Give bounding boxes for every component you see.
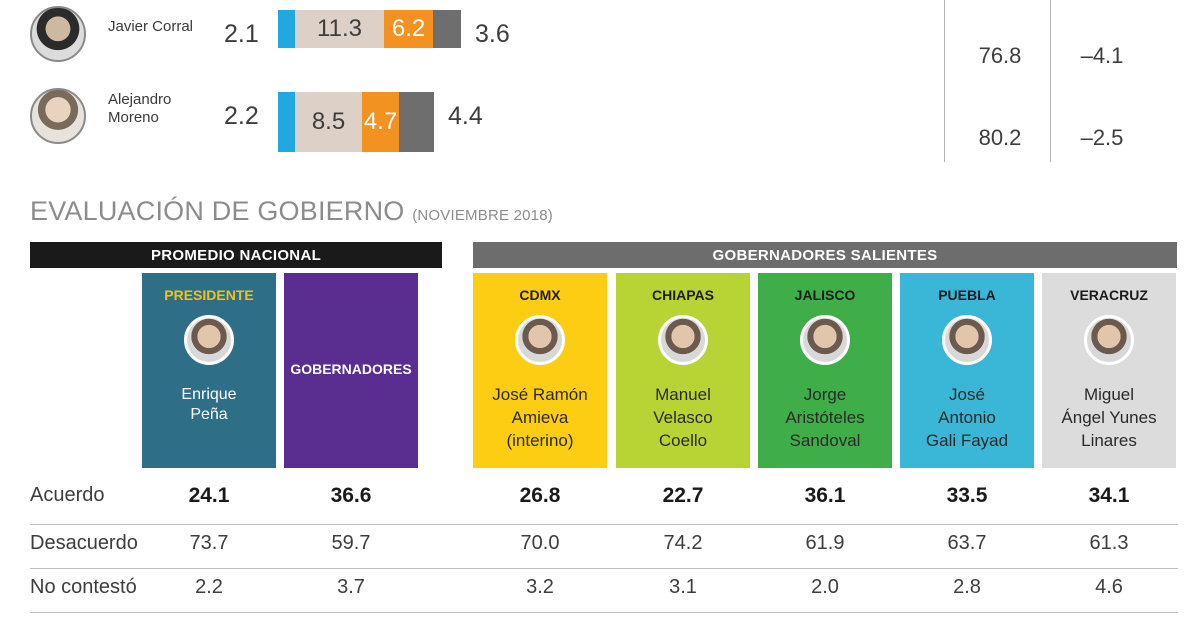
header-promedio-nacional: PROMEDIO NACIONAL bbox=[30, 242, 442, 268]
table-cell: 2.8 bbox=[953, 576, 981, 598]
avatar-1 bbox=[30, 88, 86, 144]
person-name: Javier Corral bbox=[108, 18, 194, 35]
table-cell: 3.7 bbox=[337, 576, 365, 598]
column-divider-right bbox=[1050, 0, 1051, 162]
card-person-name: José Ramón Amieva (interino) bbox=[492, 385, 588, 450]
section-title-date: (NOVIEMBRE 2018) bbox=[412, 207, 553, 224]
table-cell: 22.7 bbox=[662, 484, 704, 507]
bar-value-after: 4.4 bbox=[448, 102, 483, 130]
row-label: No contestó bbox=[30, 576, 137, 598]
bar-segment-orange: 4.7 bbox=[362, 92, 399, 152]
bar-segment-blue bbox=[278, 10, 295, 48]
right-value-2: –4.1 bbox=[1080, 43, 1124, 68]
card-puebla: PUEBLA José Antonio Gali Fayad bbox=[900, 273, 1034, 468]
header-gobernadores-salientes: GOBERNADORES SALIENTES bbox=[473, 242, 1177, 268]
row-label: Acuerdo bbox=[30, 484, 105, 506]
card-label: GOBERNADORES bbox=[290, 361, 412, 377]
card-label: CHIAPAS bbox=[652, 287, 714, 303]
section-title: EVALUACIÓN DE GOBIERNO (NOVIEMBRE 2018) bbox=[30, 196, 553, 227]
right-value-1: 80.2 bbox=[978, 125, 1022, 150]
portrait-avatar bbox=[658, 315, 708, 365]
right-value-1: 76.8 bbox=[978, 43, 1022, 68]
row-label: Desacuerdo bbox=[30, 532, 138, 554]
row-divider bbox=[30, 612, 1178, 613]
person-value: 2.2 bbox=[224, 102, 259, 130]
table-cell: 26.8 bbox=[519, 484, 561, 507]
table-cell: 34.1 bbox=[1088, 484, 1130, 507]
portrait-avatar bbox=[184, 315, 234, 365]
column-divider-left bbox=[944, 0, 945, 162]
card-person-name: Jorge Aristóteles Sandoval bbox=[785, 385, 865, 450]
section-title-main: EVALUACIÓN DE GOBIERNO bbox=[30, 196, 405, 226]
table-cell: 61.9 bbox=[805, 532, 845, 554]
table-cell: 3.2 bbox=[526, 576, 554, 598]
bar-segment-gray bbox=[433, 10, 461, 48]
card-gobernadores: GOBERNADORES bbox=[284, 273, 418, 468]
card-cdmx: CDMX José Ramón Amieva (interino) bbox=[473, 273, 607, 468]
portrait-avatar bbox=[800, 315, 850, 365]
table-cell: 3.1 bbox=[669, 576, 697, 598]
card-jalisco: JALISCO Jorge Aristóteles Sandoval bbox=[758, 273, 892, 468]
table-cell: 73.7 bbox=[189, 532, 229, 554]
row-divider bbox=[30, 568, 1178, 569]
table-cell: 2.0 bbox=[811, 576, 839, 598]
card-veracruz: VERACRUZ Miguel Ángel Yunes Linares bbox=[1042, 273, 1176, 468]
table-cell: 61.3 bbox=[1089, 532, 1129, 554]
card-label: PRESIDENTE bbox=[164, 287, 254, 303]
card-person-name: Enrique Peña bbox=[181, 386, 237, 423]
header-promedio-nacional-label: PROMEDIO NACIONAL bbox=[150, 246, 322, 264]
table-cell: 74.2 bbox=[663, 532, 703, 554]
table-cell: 2.2 bbox=[195, 576, 223, 598]
bar-segment-blue bbox=[278, 92, 295, 152]
portrait-avatar bbox=[1084, 315, 1134, 365]
portrait-avatar bbox=[942, 315, 992, 365]
card-label: CDMX bbox=[519, 287, 561, 303]
portrait-avatar bbox=[515, 315, 565, 365]
person-value: 2.1 bbox=[224, 20, 259, 48]
avatar-0 bbox=[30, 6, 86, 62]
table-cell: 36.6 bbox=[330, 484, 372, 507]
header-gobernadores-salientes-label: GOBERNADORES SALIENTES bbox=[712, 246, 938, 264]
bar-segment-beige: 11.3 bbox=[295, 10, 384, 48]
bar-segment-orange: 6.2 bbox=[384, 10, 433, 48]
card-person-name: José Antonio Gali Fayad bbox=[925, 385, 1009, 450]
card-chiapas: CHIAPAS Manuel Velasco Coello bbox=[616, 273, 750, 468]
card-label: VERACRUZ bbox=[1070, 287, 1148, 303]
card-person-name: Miguel Ángel Yunes Linares bbox=[1061, 385, 1157, 450]
bar-segment-gray bbox=[399, 92, 434, 152]
card-label: PUEBLA bbox=[938, 287, 996, 303]
table-cell: 33.5 bbox=[946, 484, 988, 507]
bar-segment-beige: 8.5 bbox=[295, 92, 362, 152]
table-cell: 4.6 bbox=[1095, 576, 1123, 598]
card-presidente: PRESIDENTE Enrique Peña bbox=[142, 273, 276, 468]
table-cell: 70.0 bbox=[520, 532, 560, 554]
row-divider bbox=[30, 524, 1178, 525]
person-name: Alejandro Moreno bbox=[108, 91, 172, 126]
right-value-2: –2.5 bbox=[1080, 125, 1124, 150]
card-label: JALISCO bbox=[794, 287, 856, 303]
table-cell: 63.7 bbox=[947, 532, 987, 554]
table-cell: 59.7 bbox=[331, 532, 371, 554]
table-cell: 36.1 bbox=[804, 484, 846, 507]
bar-value-after: 3.6 bbox=[475, 20, 510, 48]
table-cell: 24.1 bbox=[188, 484, 230, 507]
card-person-name: Manuel Velasco Coello bbox=[653, 385, 713, 450]
